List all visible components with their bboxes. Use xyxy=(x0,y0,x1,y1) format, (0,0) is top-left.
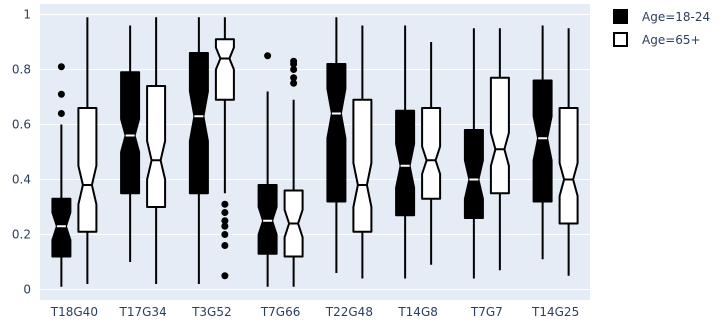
outlier-point xyxy=(264,52,272,60)
x-tick-label: T14G25 xyxy=(531,305,579,319)
notched-box xyxy=(421,107,442,200)
y-axis-ticks: 0 0.2 0.4 0.6 0.8 1 xyxy=(12,8,31,297)
outlier-point xyxy=(290,57,298,65)
y-tick-label: 0 xyxy=(23,283,31,297)
notched-box xyxy=(120,71,141,195)
box-t7g66-series-0[interactable] xyxy=(257,52,278,287)
box-t7g7-series-1[interactable] xyxy=(489,28,510,271)
outlier-point xyxy=(57,63,65,71)
box-t14g25-series-1[interactable] xyxy=(558,28,579,276)
box-t14g25-series-0[interactable] xyxy=(532,25,553,260)
notched-box xyxy=(188,52,209,195)
outlier-point xyxy=(57,110,65,117)
notched-box xyxy=(489,76,510,195)
notched-box xyxy=(146,85,167,208)
box-t14g8-series-1[interactable] xyxy=(421,42,442,265)
outlier-point xyxy=(221,231,229,238)
legend-label-age-65-plus[interactable]: Age=65+ xyxy=(642,33,701,47)
outlier-point xyxy=(57,90,65,98)
legend-swatch-age-65-plus[interactable] xyxy=(613,32,628,47)
outlier-point xyxy=(221,242,229,249)
legend: Age=18-24 Age=65+ xyxy=(613,9,710,47)
y-tick-label: 0.4 xyxy=(12,173,31,187)
outlier-point xyxy=(221,272,229,280)
box-t3g52-series-1[interactable] xyxy=(214,17,235,280)
legend-swatch-age-18-24[interactable] xyxy=(613,9,628,24)
boxes xyxy=(51,17,579,287)
notched-box xyxy=(532,79,553,203)
legend-label-age-18-24[interactable]: Age=18-24 xyxy=(642,10,710,24)
notched-box xyxy=(395,109,416,217)
notched-box xyxy=(51,197,72,258)
x-tick-label: T14G8 xyxy=(397,305,438,319)
box-t14g8-series-0[interactable] xyxy=(395,25,416,279)
x-tick-label: T7G7 xyxy=(470,305,503,319)
box-t18g40-series-1[interactable] xyxy=(77,17,98,284)
x-tick-label: T7G66 xyxy=(260,305,301,319)
x-tick-label: T17G34 xyxy=(119,305,167,319)
y-tick-label: 0.2 xyxy=(12,228,31,242)
x-tick-label: T3G52 xyxy=(191,305,232,319)
notched-box xyxy=(257,184,278,255)
x-tick-label: T18G40 xyxy=(50,305,98,319)
box-t18g40-series-0[interactable] xyxy=(51,63,72,287)
notched-box xyxy=(326,63,347,203)
box-t7g66-series-1[interactable] xyxy=(283,57,304,287)
box-t3g52-series-0[interactable] xyxy=(188,17,209,284)
box-t22g48-series-1[interactable] xyxy=(352,25,373,279)
notched-box xyxy=(214,38,235,101)
notched-box xyxy=(352,98,373,233)
box-t17g34-series-1[interactable] xyxy=(146,17,167,284)
outlier-point xyxy=(221,200,229,208)
box-t22g48-series-0[interactable] xyxy=(326,17,347,273)
outlier-point xyxy=(290,66,298,73)
x-tick-label: T22G48 xyxy=(325,305,373,319)
outlier-point xyxy=(290,74,298,82)
box-t17g34-series-0[interactable] xyxy=(120,25,141,263)
outlier-point xyxy=(221,222,229,230)
notched-box xyxy=(558,107,579,225)
notched-box xyxy=(77,107,98,233)
y-tick-label: 0.8 xyxy=(12,63,31,77)
x-axis-ticks: T18G40 T17G34 T3G52 T7G66 T22G48 T14G8 T7G7 T14… xyxy=(50,305,579,319)
outlier-point xyxy=(221,217,229,225)
outlier-point xyxy=(221,209,229,216)
y-tick-label: 0.6 xyxy=(12,118,31,132)
notched-box xyxy=(463,129,484,219)
y-tick-label: 1 xyxy=(23,8,31,22)
box-t7g7-series-0[interactable] xyxy=(463,28,484,279)
outlier-point xyxy=(290,79,298,87)
